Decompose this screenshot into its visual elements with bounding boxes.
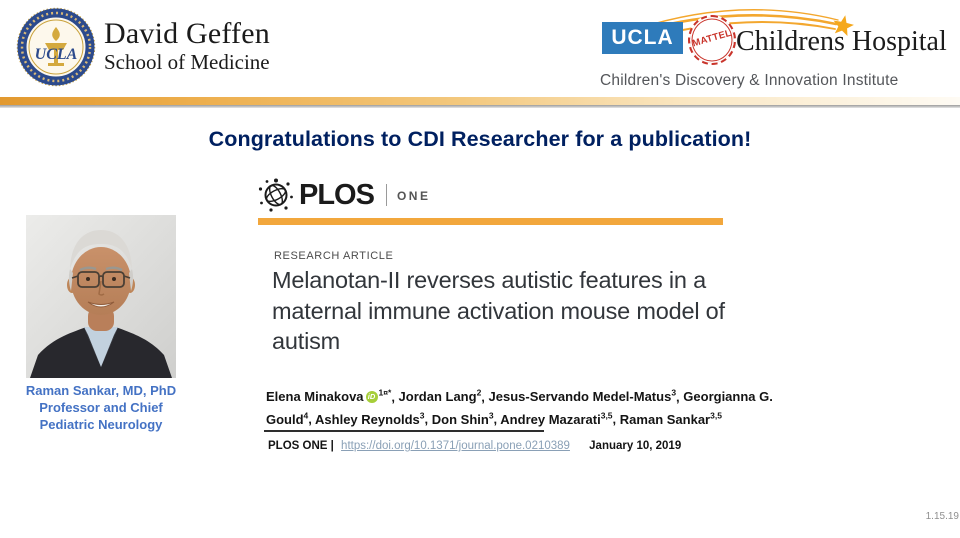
svg-text:UCLA: UCLA: [35, 46, 78, 63]
author-list: Elena Minakova iD 1¤*, Jordan Lang2, Jesus…: [266, 388, 773, 427]
plos-wordmark: PLOS: [299, 178, 375, 211]
dgsom-name: David Geffen: [104, 17, 270, 50]
publication-date: January 10, 2019: [589, 440, 682, 452]
gold-divider-shadow: [0, 105, 960, 108]
researcher-caption: Raman Sankar, MD, PhD Professor and Chief…: [25, 383, 177, 432]
plos-article-clipping: PLOS ONE RESEARCH ARTICLE Melanotan-II r…: [258, 176, 953, 476]
mattel-stamp-label: MATTEL: [691, 27, 733, 50]
institute-name: Children's Discovery & Innovation Instit…: [600, 72, 899, 89]
plos-globe-icon: [258, 178, 293, 212]
slide-header: UCLA David Geffen School of Medicine UCL…: [0, 0, 960, 97]
childrens-hospital-logo: UCLA MATTEL Childrens Hospital Children'…: [592, 0, 960, 97]
author: Andrey Mazarati3,5: [500, 410, 613, 427]
article-title: Melanotan-II reverses autistic features …: [272, 267, 725, 354]
author: Georgianna G. Gould4: [266, 389, 773, 427]
plos-one-logo: PLOS ONE: [258, 176, 430, 214]
author: Ashley Reynolds3: [315, 410, 425, 427]
slide-corner-date: 1.15.19: [925, 511, 959, 522]
dgsom-school: School of Medicine: [104, 50, 270, 74]
article-kicker: RESEARCH ARTICLE: [274, 250, 394, 262]
plos-orange-rule: [258, 218, 723, 225]
plos-edition: ONE: [396, 189, 431, 203]
author-divider-rule: [264, 430, 544, 432]
author: Elena Minakova iD 1¤*: [266, 388, 392, 405]
author: Raman Sankar3,5: [619, 410, 722, 427]
gold-divider-bar: [0, 97, 960, 105]
author: Jesus-Servando Medel-Matus3: [488, 388, 677, 405]
author: Don Shin3: [431, 410, 494, 427]
plos-logo-divider: [385, 184, 387, 206]
researcher-headshot-photo: [26, 215, 176, 378]
orcid-icon[interactable]: iD: [365, 391, 378, 404]
author: Jordan Lang2: [398, 388, 482, 405]
ucla-blue-box-logo: UCLA: [602, 22, 683, 54]
article-footer: PLOS ONE | https://doi.org/10.1371/journ…: [268, 440, 681, 452]
doi-link[interactable]: https://doi.org/10.1371/journal.pone.021…: [341, 440, 570, 452]
ucla-dgsom-seal-icon: UCLA: [16, 7, 96, 87]
mattel-stamp-icon: MATTEL: [688, 15, 736, 65]
slide-heading: Congratulations to CDI Researcher for a …: [208, 127, 752, 151]
dgsom-wordmark: David Geffen School of Medicine: [104, 17, 270, 75]
hospital-name: Childrens Hospital: [736, 26, 947, 57]
journal-footer-label: PLOS ONE |: [268, 440, 334, 452]
